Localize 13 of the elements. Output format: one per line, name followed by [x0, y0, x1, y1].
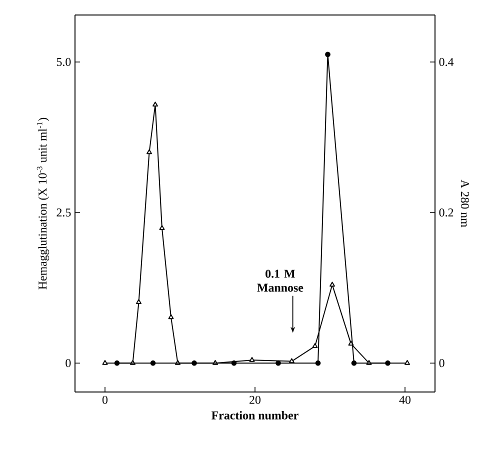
y2-tick-label: 0.2 — [439, 208, 454, 217]
x-tick-label: 0 — [102, 396, 108, 404]
x-axis-title: Fraction number — [212, 411, 298, 420]
y-tick-label: 5.0 — [56, 58, 71, 66]
y2-axis-title: A 280 nm — [460, 180, 469, 228]
y-tick-label: 0 — [66, 359, 71, 368]
x-tick-label: 40 — [399, 396, 411, 404]
y2-tick-label: 0 — [439, 359, 444, 368]
y-axis-title: Hemagglutination (X 10$^{-3}$ unit ml$^{-1}$) — [36, 118, 50, 290]
annotation: 0.1 M Mannose — [257, 270, 304, 292]
x-tick-label: 20 — [250, 396, 261, 404]
y2-tick-label: 0.4 — [439, 58, 454, 66]
y-tick-label: 2.5 — [56, 208, 71, 217]
